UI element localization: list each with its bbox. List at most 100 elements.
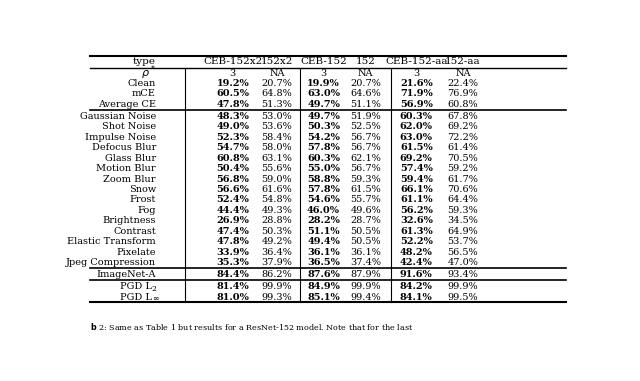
Text: NA: NA: [455, 69, 470, 78]
Text: 36.1%: 36.1%: [350, 248, 381, 256]
Text: CEB-152: CEB-152: [300, 58, 347, 67]
Text: 21.6%: 21.6%: [400, 79, 433, 88]
Text: 51.9%: 51.9%: [350, 112, 381, 121]
Text: 58.0%: 58.0%: [262, 143, 292, 152]
Text: 63.0%: 63.0%: [307, 90, 340, 98]
Text: 47.8%: 47.8%: [216, 237, 249, 246]
Text: 46.0%: 46.0%: [307, 206, 340, 215]
Text: 57.8%: 57.8%: [307, 185, 340, 194]
Text: 59.2%: 59.2%: [447, 164, 478, 173]
Text: 49.7%: 49.7%: [307, 100, 340, 109]
Text: 81.0%: 81.0%: [216, 293, 249, 302]
Text: $\mathbf{b}$ 2: Same as Table 1 but results for a ResNet-152 model. Note that fo: $\mathbf{b}$ 2: Same as Table 1 but resu…: [90, 322, 413, 333]
Text: 69.2%: 69.2%: [447, 122, 478, 131]
Text: Snow: Snow: [129, 185, 156, 194]
Text: 72.2%: 72.2%: [447, 133, 479, 142]
Text: 36.1%: 36.1%: [307, 248, 340, 256]
Text: 54.2%: 54.2%: [307, 133, 340, 142]
Text: 70.5%: 70.5%: [447, 154, 478, 163]
Text: 60.3%: 60.3%: [307, 154, 340, 163]
Text: 57.4%: 57.4%: [400, 164, 433, 173]
Text: ImageNet-A: ImageNet-A: [97, 270, 156, 279]
Text: 20.7%: 20.7%: [350, 79, 381, 88]
Text: Pixelate: Pixelate: [116, 248, 156, 256]
Text: 49.6%: 49.6%: [350, 206, 381, 215]
Text: 48.3%: 48.3%: [216, 112, 249, 121]
Text: 50.3%: 50.3%: [262, 227, 292, 236]
Text: Glass Blur: Glass Blur: [105, 154, 156, 163]
Text: Motion Blur: Motion Blur: [96, 164, 156, 173]
Text: Brightness: Brightness: [102, 216, 156, 225]
Text: Clean: Clean: [127, 79, 156, 88]
Text: 44.4%: 44.4%: [216, 206, 249, 215]
Text: 67.8%: 67.8%: [447, 112, 478, 121]
Text: Fog: Fog: [138, 206, 156, 215]
Text: 52.2%: 52.2%: [400, 237, 433, 246]
Text: 63.0%: 63.0%: [400, 133, 433, 142]
Text: 19.9%: 19.9%: [307, 79, 340, 88]
Text: 99.9%: 99.9%: [262, 282, 292, 291]
Text: $\infty$: $\infty$: [152, 295, 159, 303]
Text: 33.9%: 33.9%: [216, 248, 249, 256]
Text: 47.4%: 47.4%: [216, 227, 249, 236]
Text: 85.1%: 85.1%: [307, 293, 340, 302]
Text: 61.5%: 61.5%: [350, 185, 381, 194]
Text: 34.5%: 34.5%: [447, 216, 478, 225]
Text: 64.6%: 64.6%: [350, 90, 381, 98]
Text: 47.8%: 47.8%: [216, 100, 249, 109]
Text: NA: NA: [358, 69, 374, 78]
Text: 64.9%: 64.9%: [447, 227, 478, 236]
Text: 28.2%: 28.2%: [307, 216, 340, 225]
Text: 60.5%: 60.5%: [216, 90, 249, 98]
Text: Elastic Transform: Elastic Transform: [67, 237, 156, 246]
Text: 52.5%: 52.5%: [350, 122, 381, 131]
Text: 50.5%: 50.5%: [350, 237, 381, 246]
Text: 60.3%: 60.3%: [400, 112, 433, 121]
Text: 3: 3: [230, 69, 236, 78]
Text: 63.1%: 63.1%: [262, 154, 292, 163]
Text: 91.6%: 91.6%: [400, 270, 433, 279]
Text: 52.3%: 52.3%: [216, 133, 249, 142]
Text: 53.6%: 53.6%: [262, 122, 292, 131]
Text: 52.4%: 52.4%: [216, 195, 249, 205]
Text: 56.9%: 56.9%: [400, 100, 433, 109]
Text: 26.9%: 26.9%: [216, 216, 249, 225]
Text: 99.4%: 99.4%: [350, 293, 381, 302]
Text: 59.3%: 59.3%: [350, 174, 381, 184]
Text: 61.1%: 61.1%: [400, 195, 433, 205]
Text: 152x2: 152x2: [260, 58, 293, 67]
Text: 60.8%: 60.8%: [447, 100, 478, 109]
Text: 3: 3: [413, 69, 419, 78]
Text: 57.8%: 57.8%: [307, 143, 340, 152]
Text: 66.1%: 66.1%: [400, 185, 433, 194]
Text: 84.4%: 84.4%: [216, 270, 249, 279]
Text: 51.3%: 51.3%: [262, 100, 292, 109]
Text: 37.4%: 37.4%: [350, 258, 381, 267]
Text: 51.1%: 51.1%: [307, 227, 340, 236]
Text: NA: NA: [269, 69, 285, 78]
Text: 55.6%: 55.6%: [262, 164, 292, 173]
Text: 70.6%: 70.6%: [447, 185, 478, 194]
Text: 62.1%: 62.1%: [350, 154, 381, 163]
Text: 84.1%: 84.1%: [400, 293, 433, 302]
Text: 49.4%: 49.4%: [307, 237, 340, 246]
Text: 61.5%: 61.5%: [400, 143, 433, 152]
Text: 50.3%: 50.3%: [307, 122, 340, 131]
Text: 87.9%: 87.9%: [350, 270, 381, 279]
Text: 32.6%: 32.6%: [400, 216, 433, 225]
Text: PGD L: PGD L: [120, 293, 152, 302]
Text: Contrast: Contrast: [113, 227, 156, 236]
Text: 28.8%: 28.8%: [262, 216, 292, 225]
Text: 84.9%: 84.9%: [307, 282, 340, 291]
Text: 61.3%: 61.3%: [400, 227, 433, 236]
Text: Zoom Blur: Zoom Blur: [104, 174, 156, 184]
Text: 51.1%: 51.1%: [350, 100, 381, 109]
Text: 56.5%: 56.5%: [447, 248, 478, 256]
Text: mCE: mCE: [132, 90, 156, 98]
Text: 56.8%: 56.8%: [216, 174, 249, 184]
Text: 36.5%: 36.5%: [307, 258, 340, 267]
Text: 56.7%: 56.7%: [350, 164, 381, 173]
Text: 61.4%: 61.4%: [447, 143, 478, 152]
Text: Shot Noise: Shot Noise: [102, 122, 156, 131]
Text: 3: 3: [321, 69, 326, 78]
